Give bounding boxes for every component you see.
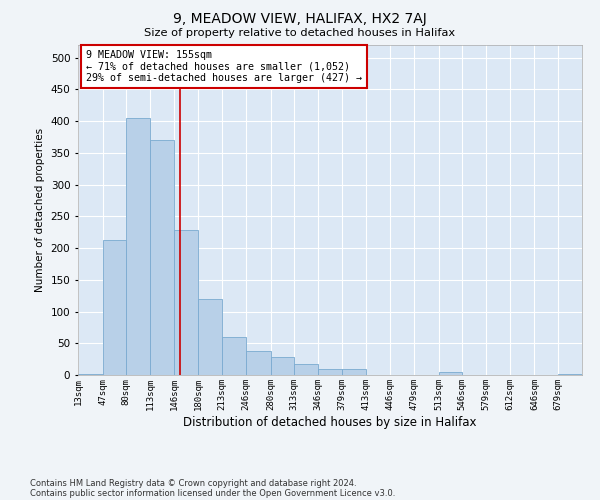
Bar: [295, 364, 318, 375]
Bar: [318, 368, 342, 375]
Bar: [271, 357, 295, 375]
Text: Contains public sector information licensed under the Open Government Licence v3: Contains public sector information licen…: [30, 488, 395, 498]
Bar: [174, 230, 199, 375]
Text: 9, MEADOW VIEW, HALIFAX, HX2 7AJ: 9, MEADOW VIEW, HALIFAX, HX2 7AJ: [173, 12, 427, 26]
Bar: [246, 351, 271, 375]
Text: Contains HM Land Registry data © Crown copyright and database right 2024.: Contains HM Land Registry data © Crown c…: [30, 478, 356, 488]
Bar: [439, 372, 463, 375]
Bar: [222, 337, 246, 375]
Bar: [78, 374, 103, 375]
Bar: [558, 374, 582, 375]
Bar: [103, 240, 127, 375]
Bar: [127, 118, 150, 375]
Text: 9 MEADOW VIEW: 155sqm
← 71% of detached houses are smaller (1,052)
29% of semi-d: 9 MEADOW VIEW: 155sqm ← 71% of detached …: [86, 50, 362, 83]
Bar: [199, 299, 222, 375]
Y-axis label: Number of detached properties: Number of detached properties: [35, 128, 45, 292]
X-axis label: Distribution of detached houses by size in Halifax: Distribution of detached houses by size …: [183, 416, 477, 428]
Text: Size of property relative to detached houses in Halifax: Size of property relative to detached ho…: [145, 28, 455, 38]
Bar: [150, 140, 174, 375]
Bar: [342, 368, 367, 375]
